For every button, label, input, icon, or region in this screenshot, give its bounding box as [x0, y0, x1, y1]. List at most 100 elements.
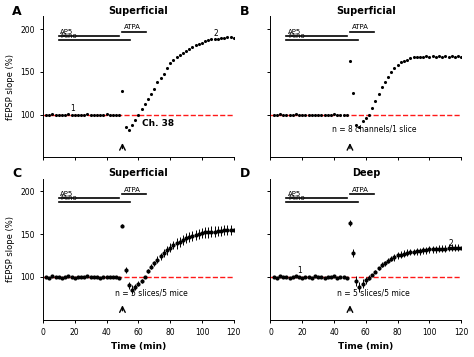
Point: [227, 34, 234, 40]
Point: [283, 112, 290, 117]
Text: n = 8 channels/1 slice: n = 8 channels/1 slice: [331, 125, 416, 134]
Point: [185, 46, 193, 52]
Point: [340, 112, 347, 117]
Point: [438, 54, 446, 59]
Text: n = 5 slices/5 mice: n = 5 slices/5 mice: [116, 288, 188, 298]
Point: [55, 112, 63, 117]
Point: [71, 112, 79, 118]
Point: [173, 55, 180, 60]
Point: [318, 112, 325, 117]
Point: [81, 112, 88, 118]
Point: [160, 71, 168, 76]
Point: [118, 88, 126, 94]
Point: [93, 112, 101, 118]
Point: [410, 55, 417, 60]
Text: Ch. 38: Ch. 38: [142, 119, 174, 128]
Point: [365, 112, 373, 117]
Text: ATPA: ATPA: [124, 24, 141, 30]
Point: [96, 112, 104, 117]
Text: AP5: AP5: [61, 29, 73, 35]
Text: AP5: AP5: [288, 191, 301, 197]
Point: [195, 41, 202, 46]
Point: [426, 54, 433, 59]
X-axis label: Time (min): Time (min): [111, 342, 166, 351]
Point: [122, 125, 129, 130]
Point: [384, 74, 392, 80]
Text: ATPA: ATPA: [124, 187, 141, 193]
Text: ATPA: ATPA: [352, 24, 368, 30]
Point: [314, 112, 322, 117]
Text: Mino: Mino: [288, 33, 305, 39]
Point: [214, 36, 222, 41]
Point: [84, 111, 91, 117]
Point: [46, 112, 53, 118]
Point: [400, 58, 408, 64]
Point: [349, 90, 357, 96]
Point: [204, 37, 212, 43]
Point: [457, 54, 465, 59]
Point: [211, 36, 219, 41]
Text: ATPA: ATPA: [352, 187, 368, 193]
Point: [64, 111, 72, 117]
Point: [198, 40, 206, 46]
Point: [74, 112, 82, 117]
Point: [276, 111, 284, 117]
Text: A: A: [12, 5, 22, 18]
Point: [103, 111, 110, 117]
Point: [356, 124, 363, 130]
Point: [147, 91, 155, 97]
Point: [77, 112, 85, 117]
Point: [397, 60, 405, 65]
Point: [135, 112, 142, 117]
Point: [62, 112, 69, 117]
Point: [305, 112, 312, 117]
Text: n = 5 slices/5 mice: n = 5 slices/5 mice: [337, 288, 410, 298]
Point: [286, 112, 293, 118]
Point: [109, 112, 117, 117]
Point: [388, 69, 395, 75]
Point: [375, 91, 383, 97]
X-axis label: Time (min): Time (min): [338, 342, 393, 351]
Point: [372, 98, 379, 104]
Point: [289, 112, 297, 117]
Title: Superficial: Superficial: [109, 6, 168, 16]
Point: [224, 34, 231, 40]
Text: B: B: [240, 5, 249, 18]
Point: [454, 53, 462, 59]
Point: [445, 54, 452, 59]
Point: [150, 86, 158, 92]
Text: Mino: Mino: [61, 33, 77, 39]
Text: D: D: [240, 167, 250, 180]
Title: Superficial: Superficial: [336, 6, 396, 16]
Point: [301, 112, 309, 117]
Point: [270, 112, 277, 117]
Point: [435, 53, 443, 59]
Point: [128, 122, 136, 128]
Point: [353, 122, 360, 128]
Point: [324, 112, 331, 117]
Point: [403, 57, 411, 63]
Point: [381, 79, 389, 85]
Point: [343, 112, 351, 118]
Point: [220, 35, 228, 41]
Point: [201, 38, 209, 44]
Point: [330, 111, 338, 117]
Point: [279, 112, 287, 117]
Point: [116, 112, 123, 118]
Point: [154, 79, 161, 85]
Point: [368, 105, 376, 111]
Point: [378, 84, 385, 90]
Point: [106, 112, 113, 118]
Point: [451, 54, 459, 59]
Point: [321, 112, 328, 118]
Point: [422, 53, 430, 59]
Point: [141, 101, 148, 107]
Point: [52, 112, 59, 117]
Point: [442, 53, 449, 59]
Point: [90, 112, 98, 117]
Text: AP5: AP5: [288, 29, 301, 35]
Point: [391, 65, 398, 70]
Text: 2: 2: [448, 239, 453, 248]
Text: AP5: AP5: [61, 191, 73, 197]
Point: [230, 35, 237, 41]
